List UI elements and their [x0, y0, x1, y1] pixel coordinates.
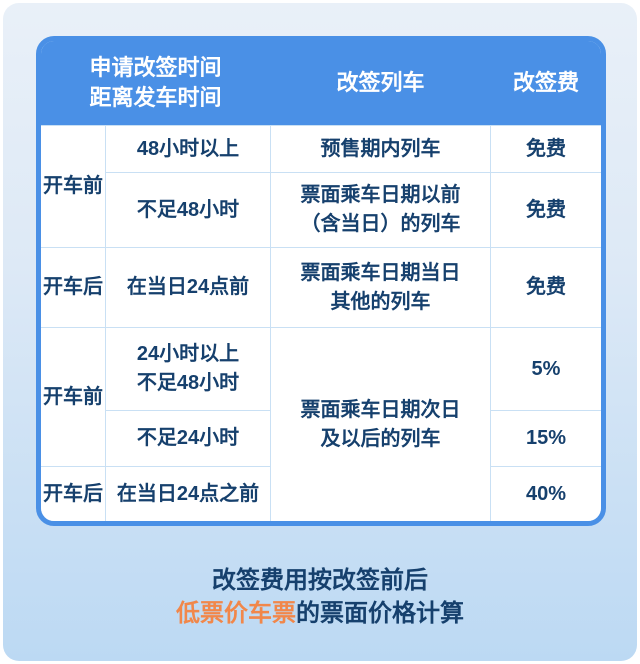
time-cell-row6: 在当日24点之前	[106, 467, 270, 521]
train-cell-row3: 票面乘车日期当日 其他的列车	[271, 248, 490, 327]
footer-note-line1: 改签费用按改签前后	[212, 567, 428, 594]
time-cell-row5: 不足24小时	[106, 411, 270, 466]
time-cell-row1: 48小时以上	[106, 126, 270, 172]
fee-cell-row1: 免费	[491, 126, 601, 172]
phase-cell-after-departure-2: 开车后	[41, 467, 105, 521]
train-cell-rows4-6-merged: 票面乘车日期次日 及以后的列车	[271, 328, 490, 521]
train-cell-row2: 票面乘车日期以前 （含当日）的列车	[271, 173, 490, 247]
phase-cell-before-departure-1: 开车前	[41, 126, 105, 247]
phase-cell-after-departure-1: 开车后	[41, 248, 105, 327]
fee-cell-row3: 免费	[491, 248, 601, 327]
fee-cell-row5: 15%	[491, 411, 601, 466]
rebooking-fee-table: 申请改签时间 距离发车时间 改签列车 改签费 开车前 开车后 开车前 开车后 4…	[36, 36, 606, 526]
train-cell-row1: 预售期内列车	[271, 126, 490, 172]
footer-note-line2-rest: 的票面价格计算	[296, 600, 464, 627]
table-header-row: 申请改签时间 距离发车时间 改签列车 改签费	[41, 41, 601, 125]
footer-note-line2: 低票价车票的票面价格计算	[3, 597, 637, 630]
header-cell-request-time: 申请改签时间 距离发车时间	[89, 55, 222, 110]
fee-cell-row2: 免费	[491, 173, 601, 247]
background-panel: 申请改签时间 距离发车时间 改签列车 改签费 开车前 开车后 开车前 开车后 4…	[3, 3, 637, 661]
phase-cell-before-departure-2: 开车前	[41, 328, 105, 466]
header-cell-fee: 改签费	[512, 70, 579, 95]
footer-note: 改签费用按改签前后 低票价车票的票面价格计算	[3, 564, 637, 630]
time-cell-row4: 24小时以上 不足48小时	[106, 328, 270, 410]
footer-note-highlight: 低票价车票	[176, 600, 296, 627]
fee-cell-row6: 40%	[491, 467, 601, 521]
time-cell-row2: 不足48小时	[106, 173, 270, 247]
header-cell-rebooked-train: 改签列车	[336, 70, 425, 95]
time-cell-row3: 在当日24点前	[106, 248, 270, 327]
fee-cell-row4: 5%	[491, 328, 601, 410]
